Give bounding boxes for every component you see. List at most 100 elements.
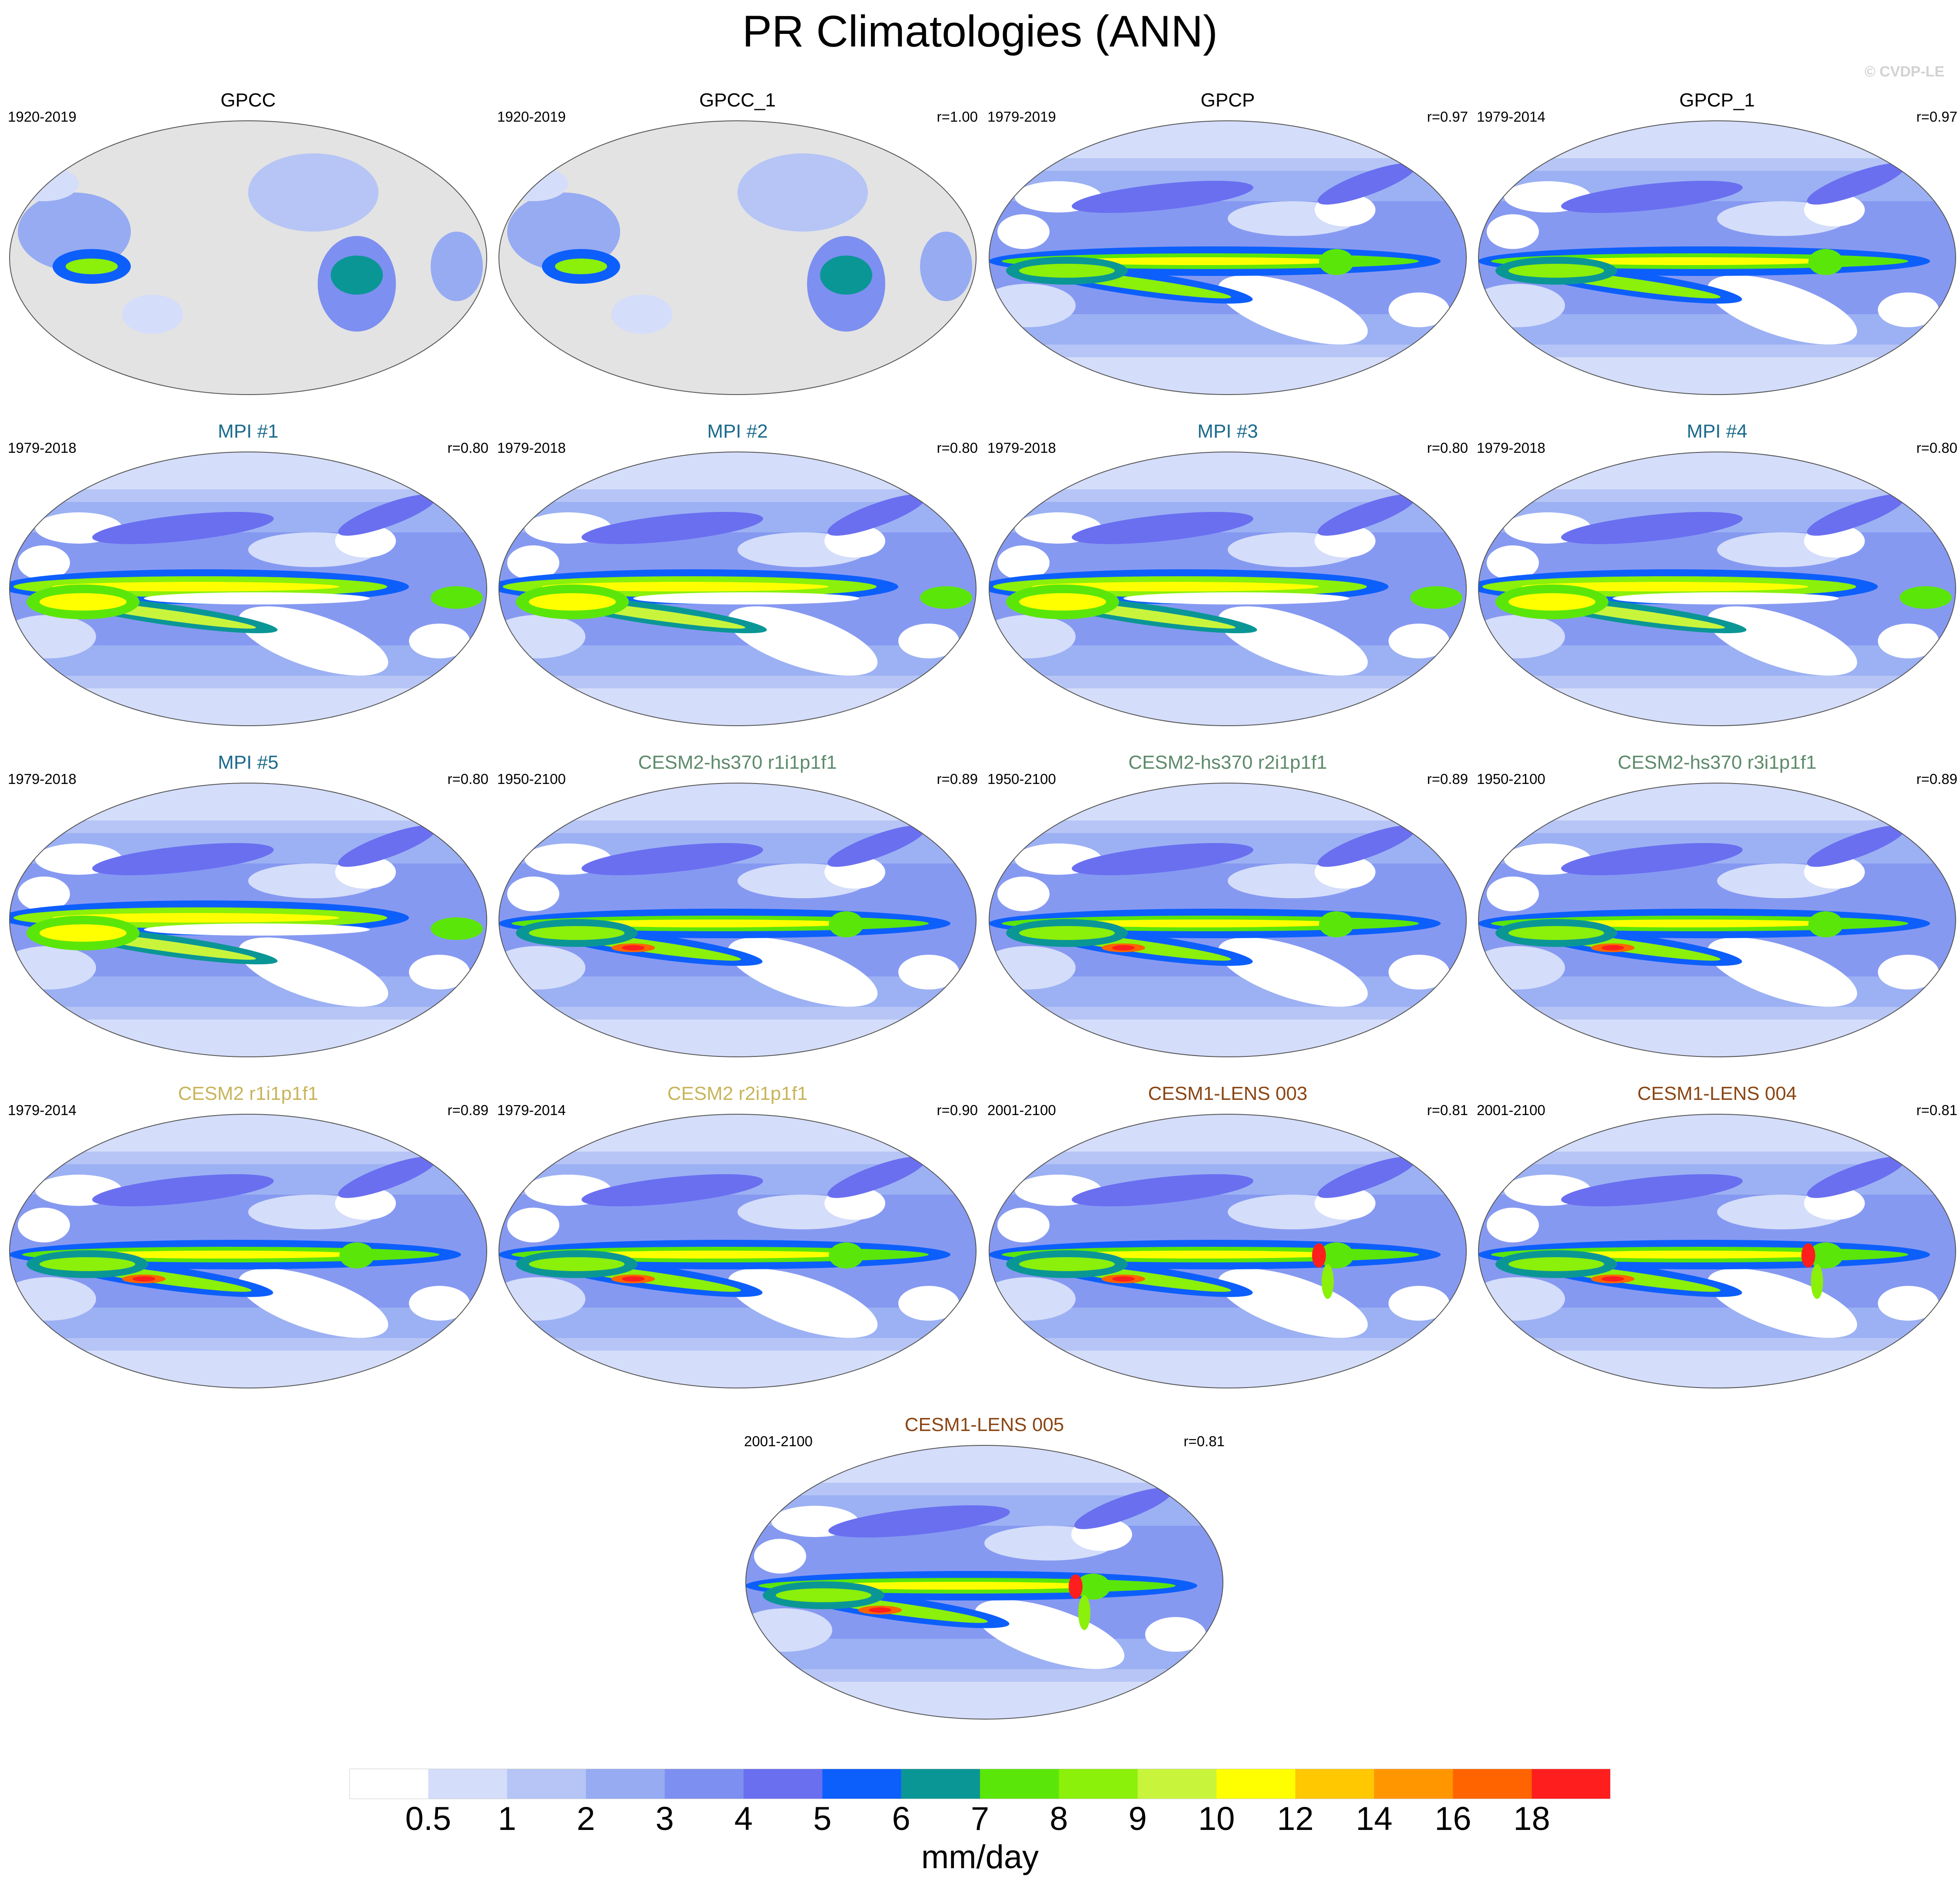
panel-correlation: r=0.81 [1427,1102,1468,1118]
precip-map [745,1445,1224,1720]
precip-map [988,120,1467,395]
panel-years: 1950-2100 [1477,771,1545,787]
colorbar-tick-label: 10 [1198,1800,1235,1837]
map-panel: CESM1-LENS 004 2001-2100 r=0.81 [1477,1083,1957,1390]
map-panel: MPI #3 1979-2018 r=0.80 [987,421,1468,727]
map-panel: CESM2 r1i1p1f1 1979-2014 r=0.89 [8,1083,488,1390]
panel-title: CESM2-hs370 r3i1p1f1 [1618,752,1817,773]
precip-map [498,120,977,395]
panel-years: 1920-2019 [8,109,76,125]
map-panel: CESM1-LENS 003 2001-2100 r=0.81 [987,1083,1468,1390]
precip-map [498,1114,977,1388]
panel-correlation: r=0.80 [1916,440,1958,456]
panel-correlation: r=0.97 [1427,109,1468,125]
panel-years: 1920-2019 [497,109,566,125]
colorbar-tick-label: 3 [655,1800,674,1837]
panel-years: 1979-2014 [8,1102,76,1118]
precip-map [988,452,1467,726]
panel-correlation: r=1.00 [937,109,978,125]
panel-correlation: r=0.90 [937,1102,978,1118]
panel-years: 1979-2014 [497,1102,566,1118]
colorbar-swatch [822,1769,902,1799]
panel-years: 1979-2019 [987,109,1056,125]
colorbar-swatch [1295,1769,1375,1799]
panel-correlation: r=0.80 [1427,440,1468,456]
panel-correlation: r=0.81 [1916,1102,1958,1118]
precip-map [1478,120,1957,395]
precip-map [498,783,977,1057]
panel-title: MPI #3 [1197,421,1258,442]
panel-title: MPI #2 [707,421,768,442]
panel-title: CESM2 r1i1p1f1 [178,1083,319,1104]
panel-correlation: r=0.80 [447,440,489,456]
precip-map [1478,783,1957,1057]
precip-map [9,120,488,395]
panel-years: 1979-2018 [8,771,76,787]
colorbar-tick-label: 14 [1355,1800,1393,1837]
precip-map [988,1114,1467,1388]
colorbar-tick-label: 4 [734,1800,753,1837]
panel-title: MPI #1 [218,421,279,442]
colorbar-swatch [586,1769,665,1799]
precip-map [498,452,977,726]
precip-map [9,452,488,726]
colorbar-swatch [980,1769,1059,1799]
colorbar-tick-label: 0.5 [405,1800,452,1837]
panel-correlation: r=0.97 [1916,109,1958,125]
colorbar-swatch [1137,1769,1217,1799]
panel-title: CESM2-hs370 r1i1p1f1 [638,752,837,773]
map-panel: GPCC 1920-2019 [8,90,488,396]
colorbar-tick-label: 2 [576,1800,595,1837]
map-panel: GPCC_1 1920-2019 r=1.00 [497,90,978,396]
panel-title: CESM2 r2i1p1f1 [667,1083,808,1104]
colorbar-tick-label: 16 [1434,1800,1472,1837]
colorbar-tick-label: 8 [1050,1800,1068,1837]
map-panel: GPCP_1 1979-2014 r=0.97 [1477,90,1957,396]
panel-years: 1979-2014 [1477,109,1545,125]
colorbar-tick-label: 18 [1513,1800,1550,1837]
panel-title: GPCC_1 [699,90,776,111]
colorbar-tick-label: 7 [970,1800,990,1837]
colorbar-swatch [664,1769,744,1799]
colorbar-swatch [1059,1769,1138,1799]
panel-years: 1979-2018 [1477,440,1545,456]
map-panel: CESM2-hs370 r3i1p1f1 1950-2100 r=0.89 [1477,752,1957,1059]
precip-map [9,1114,488,1388]
panel-title: GPCP_1 [1679,90,1755,111]
panel-correlation: r=0.80 [937,440,978,456]
precip-map [988,783,1467,1057]
colorbar-tick-label: 1 [498,1800,516,1837]
colorbar-units: mm/day [921,1839,1039,1876]
panel-title: CESM1-LENS 005 [904,1414,1064,1435]
colorbar-tick-label: 6 [892,1800,910,1837]
panel-years: 1979-2018 [8,440,76,456]
precip-map [1478,452,1957,726]
colorbar-swatch [428,1769,508,1799]
precip-map [1478,1114,1957,1388]
colorbar-swatch [1453,1769,1532,1799]
panel-title: CESM1-LENS 004 [1637,1083,1797,1104]
panel-correlation: r=0.81 [1183,1433,1225,1449]
colorbar-swatch [349,1769,429,1799]
panel-correlation: r=0.80 [447,771,489,787]
colorbar-swatch [1374,1769,1453,1799]
colorbar-swatch [1216,1769,1296,1799]
colorbar-swatch [507,1769,586,1799]
colorbar-swatch [743,1769,823,1799]
panel-title: MPI #5 [218,752,279,773]
panel-title: MPI #4 [1687,421,1747,442]
panel-years: 1950-2100 [987,771,1056,787]
map-panel: MPI #5 1979-2018 r=0.80 [8,752,488,1059]
precip-map [9,783,488,1057]
panel-title: GPCP [1200,90,1255,111]
colorbar-tick-label: 5 [813,1800,832,1837]
panel-years: 2001-2100 [987,1102,1056,1118]
colorbar [349,1769,1611,1799]
map-panel: CESM2-hs370 r2i1p1f1 1950-2100 r=0.89 [987,752,1468,1059]
panel-years: 2001-2100 [744,1433,813,1449]
panel-title: CESM1-LENS 003 [1148,1083,1308,1104]
panel-correlation: r=0.89 [1916,771,1958,787]
map-panel: CESM1-LENS 005 2001-2100 r=0.81 [744,1414,1225,1721]
map-panel: GPCP 1979-2019 r=0.97 [987,90,1468,396]
colorbar-tick-label: 12 [1277,1800,1314,1837]
